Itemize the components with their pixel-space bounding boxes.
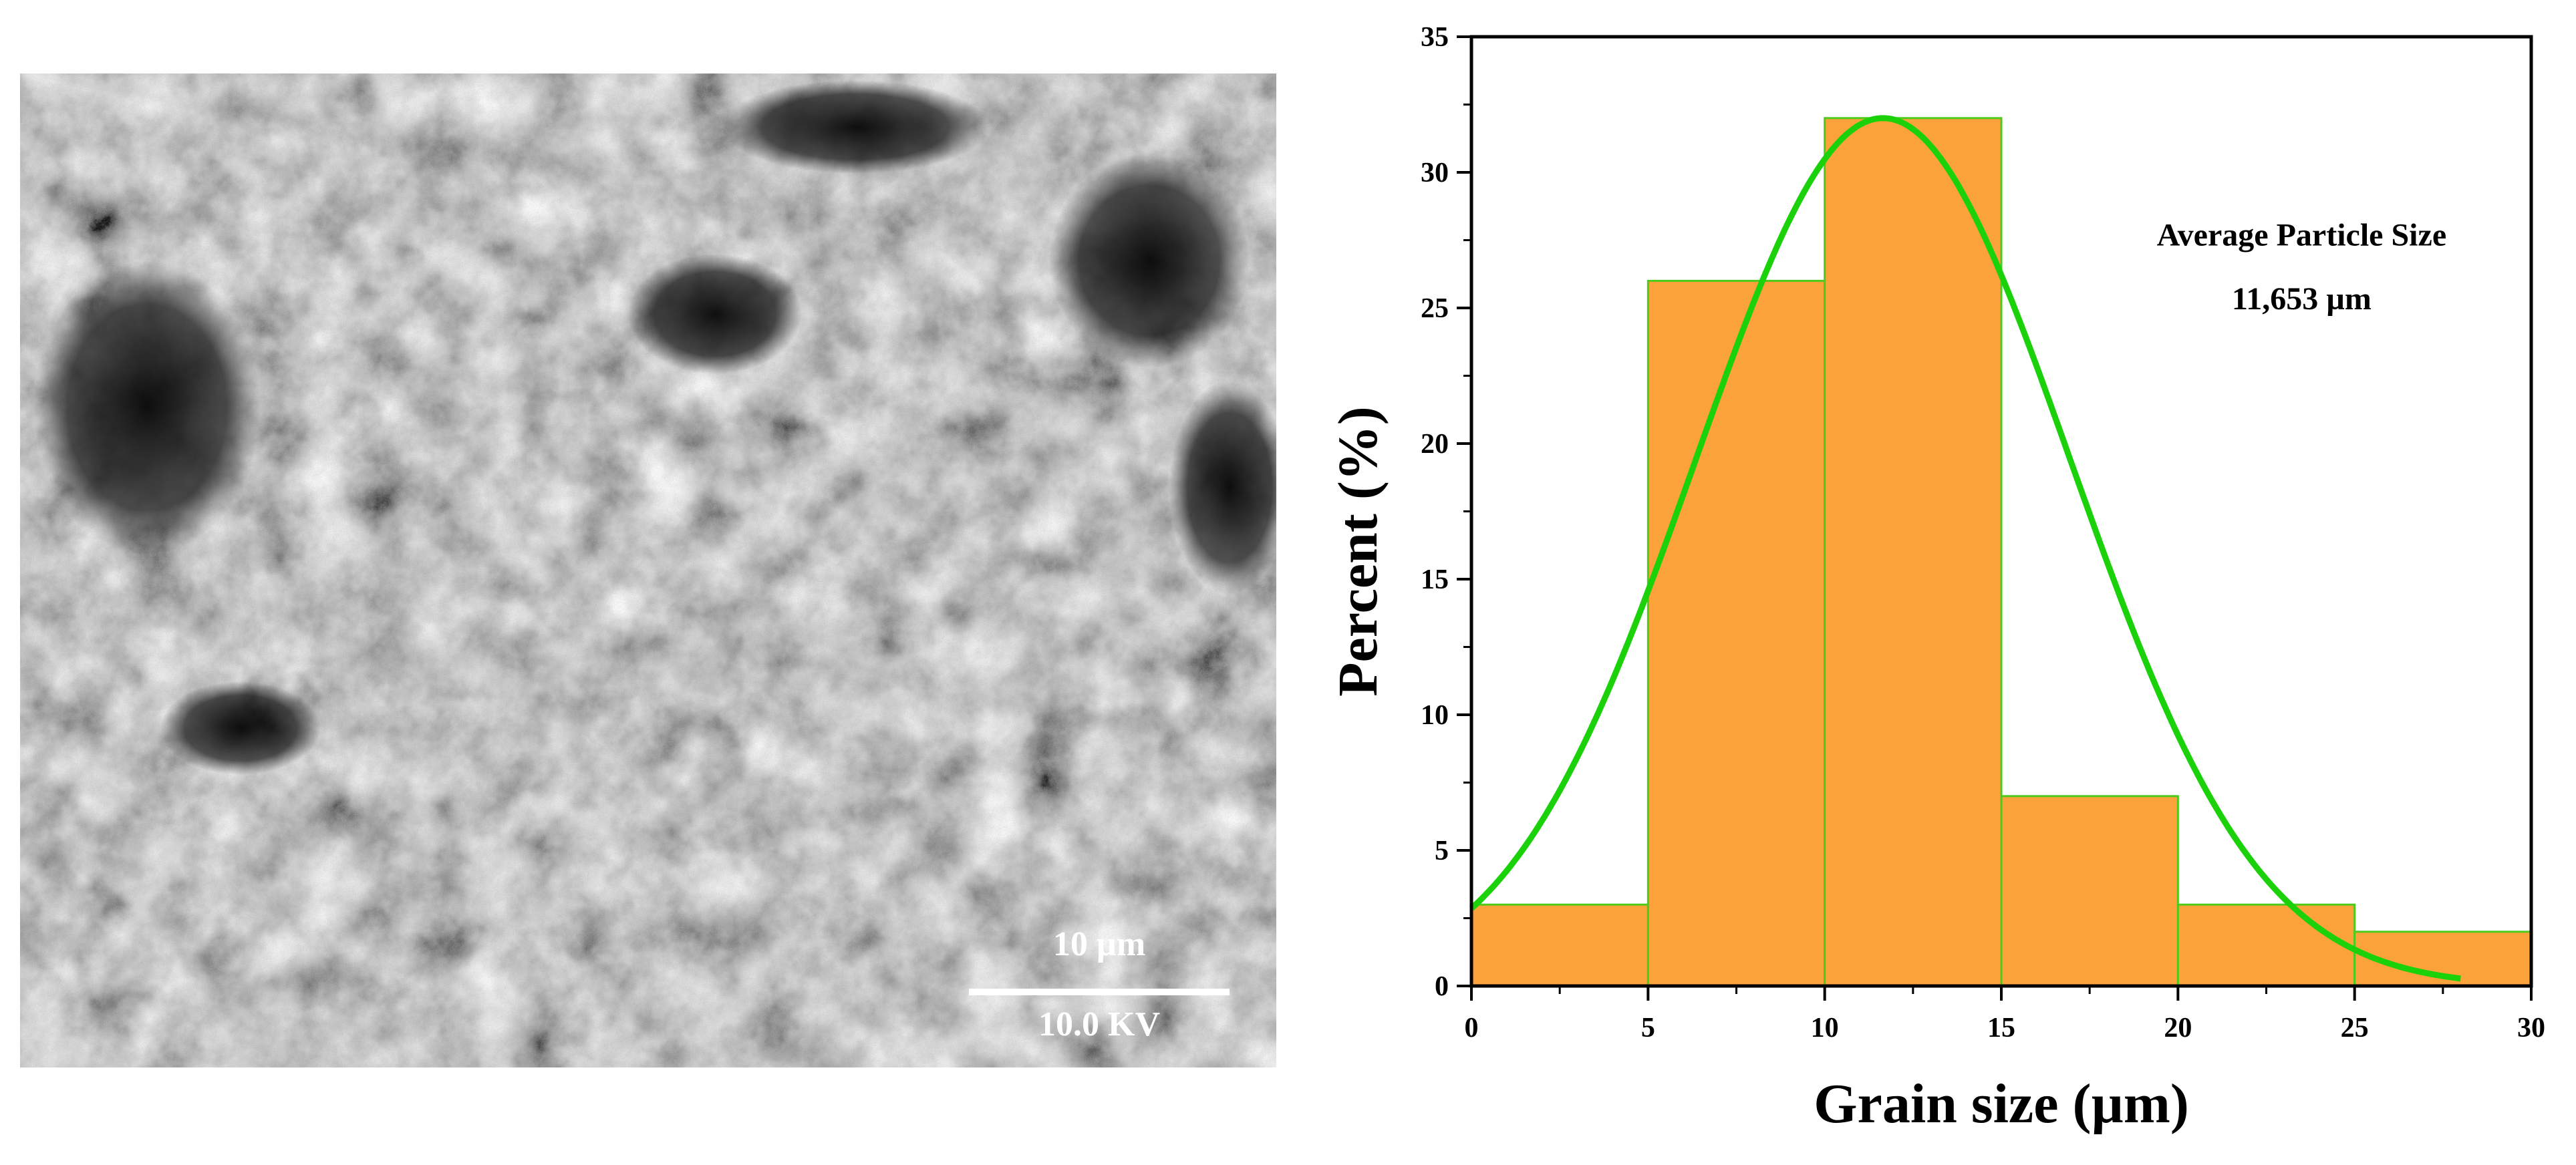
x-tick-label: 25 xyxy=(2341,1013,2369,1043)
sem-micrograph: 10 µm 10.0 KV xyxy=(20,73,1276,1067)
histogram-bar-4 xyxy=(2176,903,2356,987)
y-tick-label: 20 xyxy=(1421,429,1449,460)
voltage-label: 10.0 KV xyxy=(1038,1005,1160,1043)
y-tick-label: 30 xyxy=(1421,158,1449,188)
x-tick-label: 15 xyxy=(1987,1013,2015,1043)
x-tick-label: 10 xyxy=(1811,1013,1839,1043)
y-tick-label: 25 xyxy=(1421,293,1449,324)
x-tick-label: 20 xyxy=(2164,1013,2192,1043)
y-tick-label: 0 xyxy=(1435,971,1449,1002)
annotation-value: 11,653 µm xyxy=(2232,281,2372,317)
histogram-bar-3 xyxy=(2000,795,2179,987)
histogram-bar-0 xyxy=(1470,903,1649,987)
histogram-bar-2 xyxy=(1824,117,2003,987)
x-tick-label: 5 xyxy=(1641,1013,1655,1043)
y-axis-title: Percent (%) xyxy=(1327,406,1389,697)
grain-size-histogram: 0 5 10 15 20 25 30 0 5 10 15 20 25 30 35 Grain size (µ… xyxy=(1303,0,2576,1165)
chart-svg: 0 5 10 15 20 25 30 0 5 10 15 20 25 30 35 Grain size (µ… xyxy=(1327,22,2545,1135)
annotation-title: Average Particle Size xyxy=(2157,218,2447,253)
y-tick-label: 10 xyxy=(1421,700,1449,731)
sem-texture xyxy=(20,73,1276,1067)
y-tick-label: 15 xyxy=(1421,564,1449,595)
histogram-bar-1 xyxy=(1647,279,1826,987)
x-tick-label: 0 xyxy=(1465,1013,1479,1043)
x-axis-title: Grain size (µm) xyxy=(1814,1073,2189,1135)
scale-bar-label: 10 µm xyxy=(1052,925,1146,963)
y-tick-label: 35 xyxy=(1421,22,1449,53)
x-tick-label: 30 xyxy=(2517,1013,2545,1043)
normal-fit-curve xyxy=(1469,115,2461,982)
y-tick-label: 5 xyxy=(1435,836,1449,866)
